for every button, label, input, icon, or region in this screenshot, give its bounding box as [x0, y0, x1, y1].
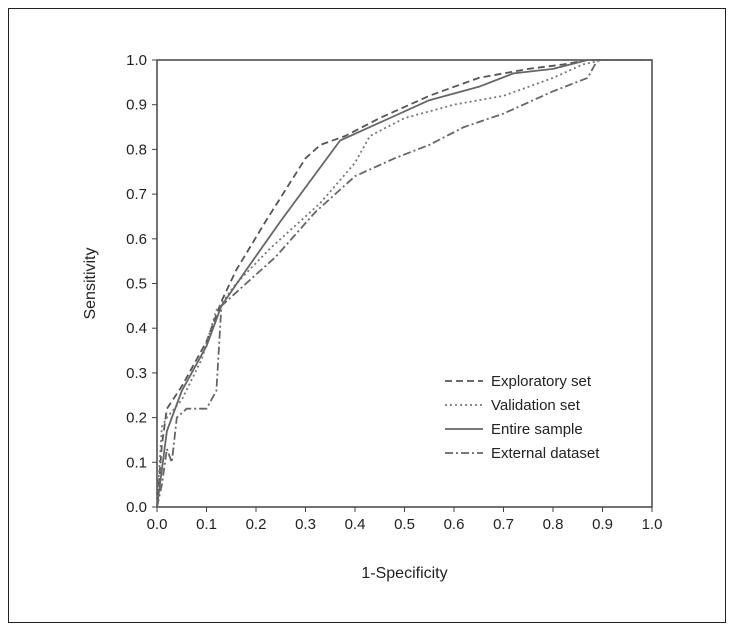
y-tick-label: 0.5	[126, 276, 147, 293]
y-axis-label: Sensitivity	[82, 247, 99, 319]
series-line-2	[156, 59, 652, 508]
x-axis-label: 1-Specificity	[361, 565, 447, 582]
legend-label-2: Entire sample	[491, 421, 583, 438]
x-tick-label: 0.5	[394, 516, 415, 533]
y-axis: 0.0 0.1 0.2 0.3 0.4 0.5 0.6 0.7 0.8 0.9 1.0	[126, 52, 157, 516]
x-tick-label: 0.6	[444, 516, 465, 533]
legend-label-3: External dataset	[491, 445, 600, 462]
y-tick-label: 0.2	[126, 410, 147, 427]
x-axis: 0.0 0.1 0.2 0.3 0.4 0.5 0.6 0.7 0.8 0.9 1.0	[147, 507, 663, 533]
x-tick-label: 0.7	[493, 516, 514, 533]
y-tick-label: 0.4	[126, 320, 147, 337]
y-tick-label: 1.0	[126, 52, 147, 69]
y-tick-label: 0.8	[126, 141, 147, 158]
x-tick-label: 0.9	[592, 516, 613, 533]
x-tick-label: 0.8	[543, 516, 564, 533]
x-tick-label: 0.4	[345, 516, 366, 533]
y-tick-label: 0.7	[126, 186, 147, 203]
series-line-1	[156, 59, 652, 508]
legend: Exploratory set Validation set Entire samp…	[445, 373, 600, 462]
y-tick-label: 0.6	[126, 231, 147, 248]
series-layer	[156, 59, 652, 508]
figure-frame	[8, 8, 726, 623]
y-tick-label: 0.9	[126, 97, 147, 114]
x-tick-label: 0.3	[295, 516, 316, 533]
legend-label-0: Exploratory set	[491, 373, 592, 390]
plot-area	[156, 59, 653, 508]
x-tick-label: 0.1	[196, 516, 217, 533]
y-tick-label: 0.0	[126, 499, 147, 516]
x-tick-label: 1.0	[642, 516, 663, 533]
series-line-3	[156, 59, 652, 508]
x-tick-label: 0.0	[147, 516, 168, 533]
y-tick-label: 0.1	[126, 454, 147, 471]
x-tick-label: 0.2	[246, 516, 267, 533]
plot-border	[156, 59, 653, 508]
y-tick-label: 0.3	[126, 365, 147, 382]
series-line-0	[156, 59, 652, 508]
legend-label-1: Validation set	[491, 397, 581, 414]
